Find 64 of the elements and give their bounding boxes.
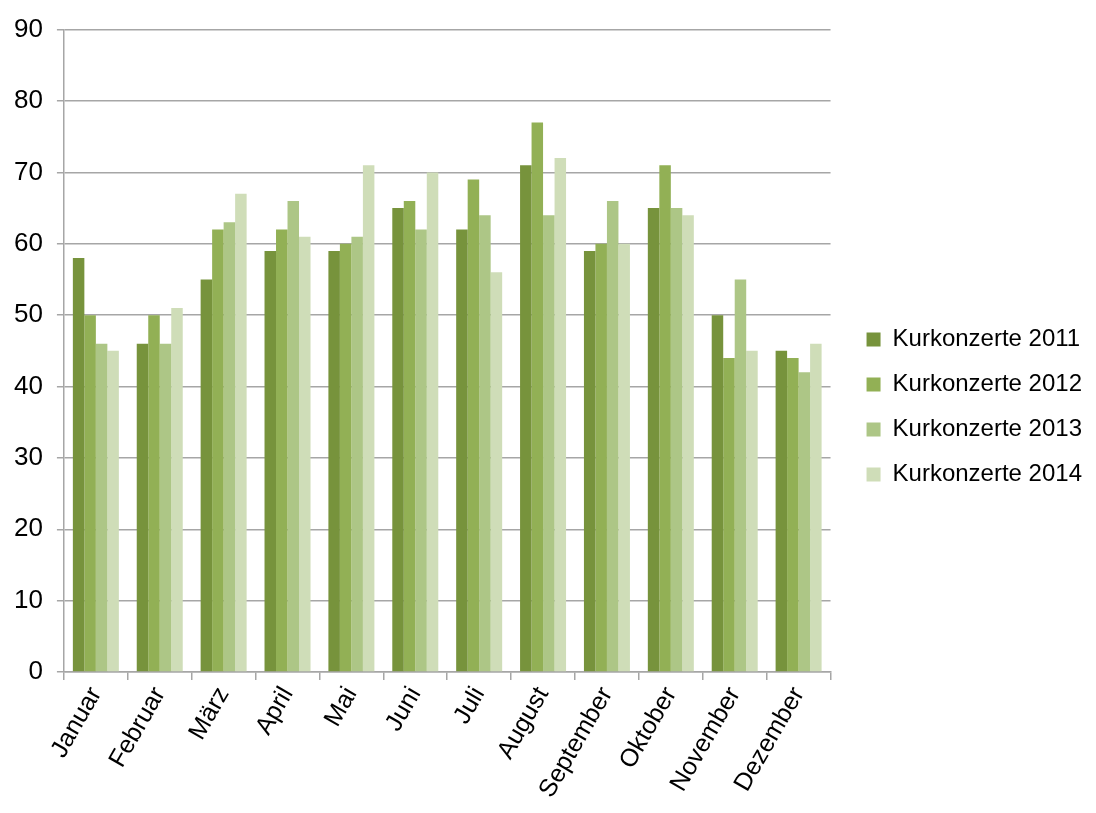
y-tick-label: 70: [14, 155, 43, 186]
x-tick-label: Juli: [446, 681, 490, 729]
bar: [467, 179, 480, 672]
y-tick-label: 0: [28, 655, 43, 686]
bar: [200, 279, 213, 672]
bar: [264, 250, 277, 672]
y-tick-label: 30: [14, 441, 43, 472]
legend-label: Kurkonzerte 2012: [892, 369, 1083, 397]
bar: [235, 193, 247, 672]
bar: [583, 250, 596, 672]
bar: [339, 243, 352, 672]
bar: [554, 158, 567, 672]
bar: [159, 343, 172, 672]
y-tick-label: 10: [14, 583, 43, 614]
bar: [490, 272, 503, 672]
bar: [328, 250, 340, 672]
bar: [107, 350, 119, 672]
bar: [670, 208, 683, 672]
bar: [403, 200, 416, 672]
x-tick-label: Mai: [317, 681, 362, 731]
y-tick-label: 80: [14, 84, 43, 115]
bar: [426, 172, 439, 672]
legend-label: Kurkonzerte 2013: [892, 414, 1083, 442]
bar: [392, 208, 404, 672]
legend-label: Kurkonzerte 2014: [892, 459, 1083, 487]
bar: [595, 243, 607, 672]
bar: [734, 279, 747, 672]
bar: [415, 229, 427, 672]
y-tick-label: 40: [14, 369, 43, 400]
bar: [223, 222, 236, 672]
bar: [148, 315, 160, 672]
bar: [618, 243, 630, 672]
bar: [351, 236, 363, 672]
y-tick-label: 90: [14, 12, 43, 43]
bar: [787, 357, 799, 672]
bar: [711, 315, 724, 672]
bar: [520, 165, 532, 672]
bar: [136, 343, 149, 672]
bar: [479, 215, 491, 672]
bar: [746, 350, 758, 672]
bar: [456, 229, 468, 672]
bar: [659, 165, 671, 672]
bar: [171, 308, 183, 672]
bar: [72, 258, 85, 672]
y-tick-label: 60: [14, 226, 43, 257]
bar: [810, 343, 822, 672]
bar: [775, 350, 788, 672]
bar: [287, 200, 300, 672]
bar: [798, 372, 811, 672]
bar: [543, 215, 555, 672]
bar: [723, 357, 735, 672]
bar: [276, 229, 288, 672]
y-tick-label: 50: [14, 298, 43, 329]
bar: [299, 236, 311, 672]
bar: [682, 215, 694, 672]
bar: [531, 122, 544, 672]
bar: [212, 229, 224, 672]
bar: [647, 208, 660, 672]
bar: [84, 315, 96, 672]
legend-label: Kurkonzerte 2011: [892, 324, 1081, 352]
bar: [95, 343, 108, 672]
bar: [606, 200, 619, 672]
bar: [362, 165, 375, 672]
y-tick-label: 20: [14, 512, 43, 543]
